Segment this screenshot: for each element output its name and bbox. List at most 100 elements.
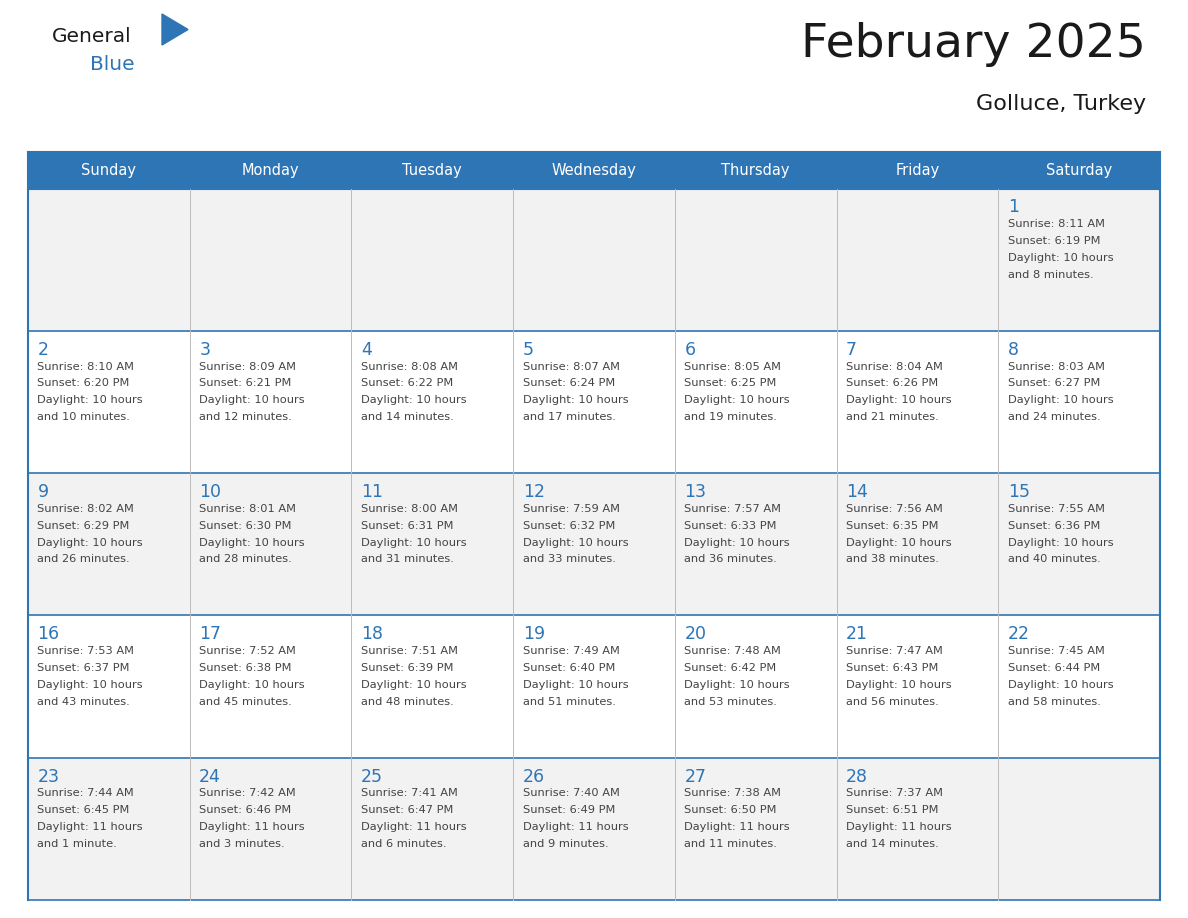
Text: and 31 minutes.: and 31 minutes. xyxy=(361,554,454,565)
Text: and 14 minutes.: and 14 minutes. xyxy=(361,412,454,422)
Text: Sunset: 6:21 PM: Sunset: 6:21 PM xyxy=(200,378,291,388)
Text: Daylight: 11 hours: Daylight: 11 hours xyxy=(846,823,952,832)
Text: and 48 minutes.: and 48 minutes. xyxy=(361,697,454,707)
Text: Sunset: 6:27 PM: Sunset: 6:27 PM xyxy=(1007,378,1100,388)
Text: Saturday: Saturday xyxy=(1045,162,1112,178)
Text: Daylight: 10 hours: Daylight: 10 hours xyxy=(846,538,952,547)
Text: Sunrise: 8:01 AM: Sunrise: 8:01 AM xyxy=(200,504,296,514)
Text: and 19 minutes.: and 19 minutes. xyxy=(684,412,777,422)
Text: Sunset: 6:35 PM: Sunset: 6:35 PM xyxy=(846,521,939,531)
Text: Sunset: 6:38 PM: Sunset: 6:38 PM xyxy=(200,663,292,673)
Text: Sunset: 6:49 PM: Sunset: 6:49 PM xyxy=(523,805,615,815)
Text: 27: 27 xyxy=(684,767,707,786)
Text: and 10 minutes.: and 10 minutes. xyxy=(38,412,131,422)
Text: Sunrise: 7:44 AM: Sunrise: 7:44 AM xyxy=(38,789,134,799)
Text: and 45 minutes.: and 45 minutes. xyxy=(200,697,292,707)
Text: Daylight: 10 hours: Daylight: 10 hours xyxy=(523,396,628,405)
Text: and 58 minutes.: and 58 minutes. xyxy=(1007,697,1100,707)
Text: and 43 minutes.: and 43 minutes. xyxy=(38,697,131,707)
Text: Sunset: 6:42 PM: Sunset: 6:42 PM xyxy=(684,663,777,673)
Text: Sunrise: 8:03 AM: Sunrise: 8:03 AM xyxy=(1007,362,1105,372)
Text: Sunrise: 8:08 AM: Sunrise: 8:08 AM xyxy=(361,362,457,372)
Text: Sunset: 6:44 PM: Sunset: 6:44 PM xyxy=(1007,663,1100,673)
Text: Sunset: 6:20 PM: Sunset: 6:20 PM xyxy=(38,378,129,388)
Text: Thursday: Thursday xyxy=(721,162,790,178)
Text: Monday: Monday xyxy=(242,162,299,178)
Text: Sunrise: 7:49 AM: Sunrise: 7:49 AM xyxy=(523,646,619,656)
Text: Sunrise: 7:51 AM: Sunrise: 7:51 AM xyxy=(361,646,457,656)
Text: Daylight: 11 hours: Daylight: 11 hours xyxy=(684,823,790,832)
Text: Daylight: 10 hours: Daylight: 10 hours xyxy=(361,396,467,405)
Text: Sunrise: 7:41 AM: Sunrise: 7:41 AM xyxy=(361,789,457,799)
Text: Sunrise: 8:02 AM: Sunrise: 8:02 AM xyxy=(38,504,134,514)
Text: Daylight: 11 hours: Daylight: 11 hours xyxy=(200,823,305,832)
Text: and 14 minutes.: and 14 minutes. xyxy=(846,839,939,849)
Text: 14: 14 xyxy=(846,483,868,501)
Text: 20: 20 xyxy=(684,625,707,644)
Text: Sunrise: 8:09 AM: Sunrise: 8:09 AM xyxy=(200,362,296,372)
Text: and 38 minutes.: and 38 minutes. xyxy=(846,554,939,565)
Text: 2: 2 xyxy=(38,341,49,359)
Text: 1: 1 xyxy=(1007,198,1019,217)
Text: Sunset: 6:45 PM: Sunset: 6:45 PM xyxy=(38,805,129,815)
Text: Sunset: 6:22 PM: Sunset: 6:22 PM xyxy=(361,378,453,388)
Text: and 56 minutes.: and 56 minutes. xyxy=(846,697,939,707)
Text: Daylight: 10 hours: Daylight: 10 hours xyxy=(1007,396,1113,405)
Bar xyxy=(29,152,1159,188)
Text: Sunset: 6:47 PM: Sunset: 6:47 PM xyxy=(361,805,454,815)
Text: Daylight: 10 hours: Daylight: 10 hours xyxy=(38,396,143,405)
Text: Daylight: 10 hours: Daylight: 10 hours xyxy=(684,396,790,405)
Text: Friday: Friday xyxy=(896,162,940,178)
Text: Daylight: 10 hours: Daylight: 10 hours xyxy=(200,396,305,405)
Text: 18: 18 xyxy=(361,625,383,644)
Text: Daylight: 10 hours: Daylight: 10 hours xyxy=(846,396,952,405)
Text: 26: 26 xyxy=(523,767,545,786)
Text: 24: 24 xyxy=(200,767,221,786)
Text: 21: 21 xyxy=(846,625,868,644)
Text: and 51 minutes.: and 51 minutes. xyxy=(523,697,615,707)
Text: 11: 11 xyxy=(361,483,383,501)
Text: and 21 minutes.: and 21 minutes. xyxy=(846,412,939,422)
Text: Sunset: 6:26 PM: Sunset: 6:26 PM xyxy=(846,378,939,388)
Text: Sunset: 6:19 PM: Sunset: 6:19 PM xyxy=(1007,236,1100,246)
Text: Sunrise: 8:07 AM: Sunrise: 8:07 AM xyxy=(523,362,620,372)
Text: Daylight: 11 hours: Daylight: 11 hours xyxy=(361,823,467,832)
Text: Daylight: 10 hours: Daylight: 10 hours xyxy=(200,680,305,689)
Text: Daylight: 10 hours: Daylight: 10 hours xyxy=(1007,680,1113,689)
Text: Sunset: 6:50 PM: Sunset: 6:50 PM xyxy=(684,805,777,815)
Text: Sunrise: 7:45 AM: Sunrise: 7:45 AM xyxy=(1007,646,1105,656)
Text: 3: 3 xyxy=(200,341,210,359)
Text: and 24 minutes.: and 24 minutes. xyxy=(1007,412,1100,422)
Text: and 17 minutes.: and 17 minutes. xyxy=(523,412,615,422)
Text: Sunset: 6:36 PM: Sunset: 6:36 PM xyxy=(1007,521,1100,531)
Text: 9: 9 xyxy=(38,483,49,501)
Text: Daylight: 10 hours: Daylight: 10 hours xyxy=(684,538,790,547)
Text: Sunset: 6:30 PM: Sunset: 6:30 PM xyxy=(200,521,292,531)
Bar xyxy=(29,330,1159,473)
Text: Sunrise: 7:53 AM: Sunrise: 7:53 AM xyxy=(38,646,134,656)
Text: Daylight: 10 hours: Daylight: 10 hours xyxy=(38,680,143,689)
Text: Wednesday: Wednesday xyxy=(551,162,637,178)
Text: and 11 minutes.: and 11 minutes. xyxy=(684,839,777,849)
Bar xyxy=(29,615,1159,757)
Text: Daylight: 11 hours: Daylight: 11 hours xyxy=(38,823,143,832)
Text: General: General xyxy=(52,27,132,46)
Text: Tuesday: Tuesday xyxy=(403,162,462,178)
Text: Sunrise: 7:47 AM: Sunrise: 7:47 AM xyxy=(846,646,943,656)
Text: Sunrise: 7:48 AM: Sunrise: 7:48 AM xyxy=(684,646,782,656)
Text: Sunset: 6:40 PM: Sunset: 6:40 PM xyxy=(523,663,615,673)
Polygon shape xyxy=(162,14,188,45)
Text: and 12 minutes.: and 12 minutes. xyxy=(200,412,292,422)
Text: and 8 minutes.: and 8 minutes. xyxy=(1007,270,1093,280)
Text: Sunset: 6:46 PM: Sunset: 6:46 PM xyxy=(200,805,291,815)
Bar xyxy=(29,473,1159,615)
Text: Daylight: 10 hours: Daylight: 10 hours xyxy=(684,680,790,689)
Text: Sunrise: 7:55 AM: Sunrise: 7:55 AM xyxy=(1007,504,1105,514)
Text: and 40 minutes.: and 40 minutes. xyxy=(1007,554,1100,565)
Text: and 33 minutes.: and 33 minutes. xyxy=(523,554,615,565)
Text: February 2025: February 2025 xyxy=(801,22,1146,67)
Text: Sunrise: 8:00 AM: Sunrise: 8:00 AM xyxy=(361,504,457,514)
Text: 19: 19 xyxy=(523,625,545,644)
Text: Sunset: 6:29 PM: Sunset: 6:29 PM xyxy=(38,521,129,531)
Text: 12: 12 xyxy=(523,483,544,501)
